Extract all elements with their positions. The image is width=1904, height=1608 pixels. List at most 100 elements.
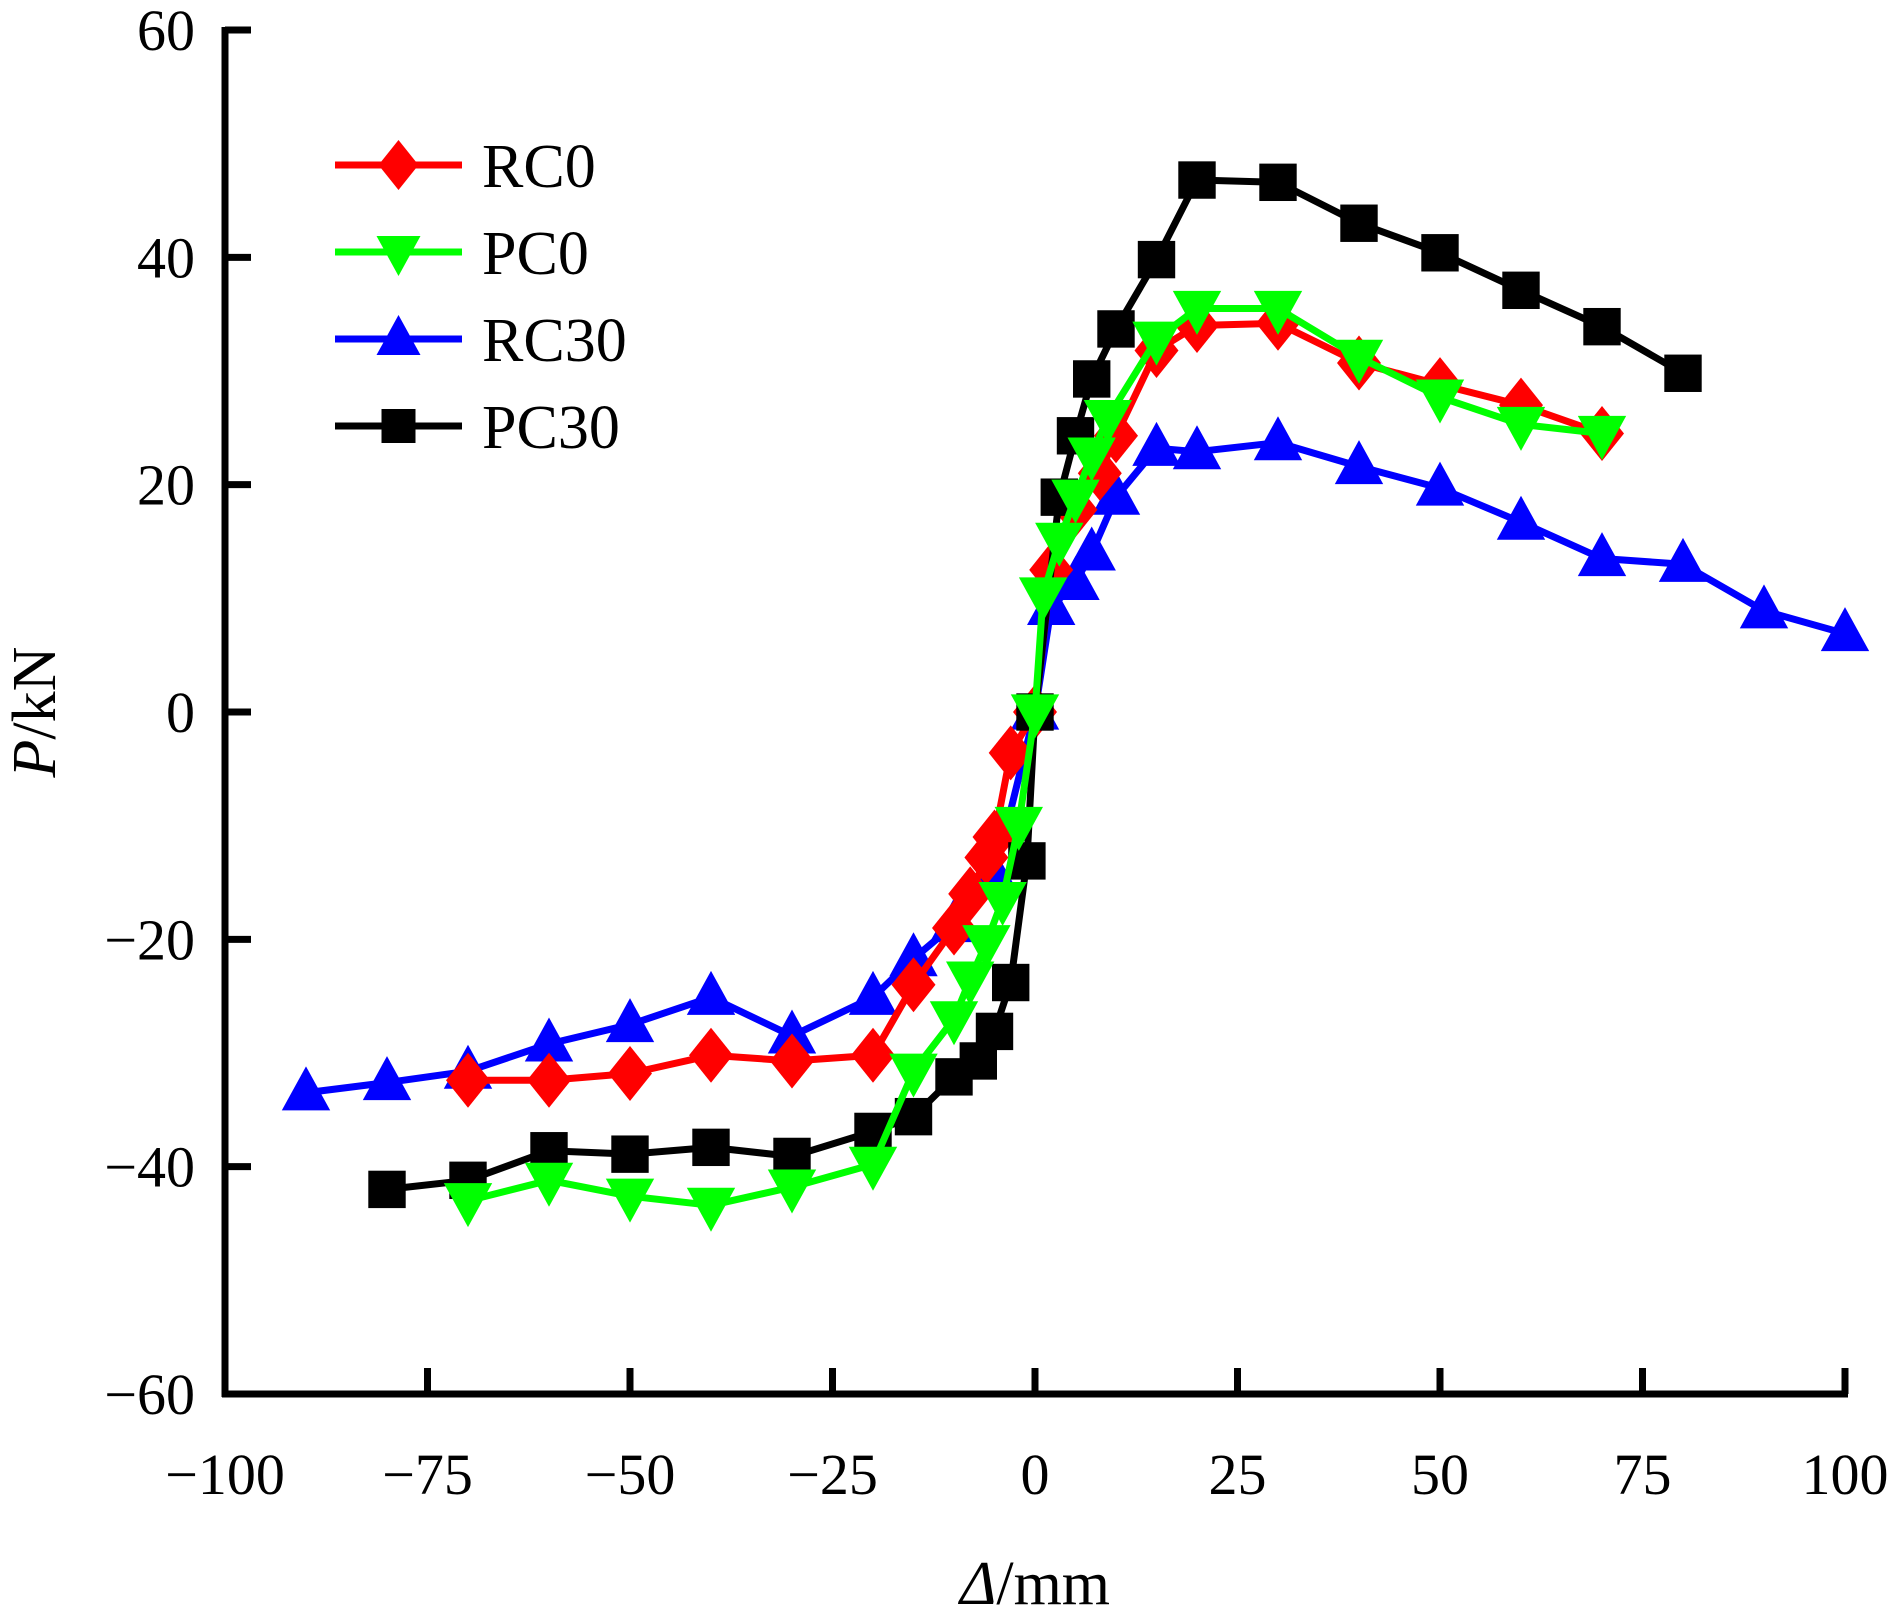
data-point-rc30 <box>605 998 655 1043</box>
data-point-pc0 <box>1035 522 1084 567</box>
legend-marker <box>381 409 416 443</box>
legend-item-pc30: PC30 <box>335 394 620 462</box>
data-point-rc30 <box>1091 470 1141 515</box>
data-point-rc30 <box>1253 416 1303 461</box>
series-pc30 <box>368 161 1702 1209</box>
x-axis-title-italic: Δ <box>957 1550 996 1608</box>
data-point-pc0 <box>1334 339 1384 384</box>
x-tick-label: −75 <box>382 1442 473 1507</box>
data-point-rc30 <box>1739 584 1789 629</box>
data-point-rc30 <box>767 1009 817 1054</box>
data-point-rc0 <box>689 1027 733 1083</box>
x-tick-label: −100 <box>165 1442 285 1507</box>
data-point-pc0 <box>848 1146 898 1191</box>
data-point-pc30 <box>1178 161 1216 199</box>
data-point-pc0 <box>524 1162 574 1207</box>
ticks: −60 −40 −20 0 20 40 60 −100 −75 −50 −25 0 25 50 75 100 <box>104 0 1888 1507</box>
y-axis-title-rest: /kN <box>1 647 69 740</box>
x-tick-label: 100 <box>1802 1442 1889 1507</box>
data-point-rc30 <box>1051 556 1100 601</box>
legend-label: RC30 <box>482 307 627 375</box>
legend-marker <box>378 140 419 190</box>
legend: RC0 PC0 RC30 PC30 <box>335 133 627 462</box>
data-point-pc0 <box>605 1178 655 1223</box>
data-point-rc0 <box>608 1045 652 1101</box>
data-point-pc30 <box>992 963 1030 1002</box>
data-point-pc30 <box>1097 310 1135 348</box>
data-point-pc0 <box>978 881 1027 926</box>
data-point-rc30 <box>1577 532 1627 577</box>
y-tick-label: 60 <box>137 0 195 63</box>
legend-label: PC30 <box>482 394 620 462</box>
data-point-pc30 <box>692 1128 730 1167</box>
x-axis-title: Δ/mm <box>957 1550 1110 1608</box>
data-point-pc0 <box>962 925 1011 970</box>
data-point-rc30 <box>1658 537 1708 582</box>
legend-marker <box>376 236 421 276</box>
data-point-pc0 <box>946 961 995 1006</box>
data-point-pc0 <box>767 1169 817 1214</box>
data-point-pc30 <box>1259 163 1297 202</box>
data-point-rc0 <box>948 866 993 922</box>
data-point-rc30 <box>686 970 736 1015</box>
data-point-rc30 <box>1334 440 1384 485</box>
data-point-pc0 <box>1067 437 1116 482</box>
data-point-rc30 <box>1496 495 1546 540</box>
data-point-pc30 <box>1583 307 1621 346</box>
data-point-pc0 <box>889 1053 938 1098</box>
y-tick-label: 0 <box>166 680 195 745</box>
y-axis-title: P/kN <box>1 647 69 779</box>
legend-item-pc0: PC0 <box>335 220 589 288</box>
x-tick-label: 25 <box>1209 1442 1267 1507</box>
legend-item-rc30: RC30 <box>335 307 627 375</box>
data-point-pc30 <box>1073 360 1111 398</box>
series-line-rc30 <box>305 439 1846 1097</box>
data-point-pc0 <box>1496 406 1546 451</box>
data-point-rc0 <box>770 1033 814 1089</box>
data-point-rc0 <box>527 1052 571 1108</box>
data-point-pc0 <box>1132 321 1181 366</box>
data-point-rc30 <box>524 1017 574 1062</box>
data-point-pc0 <box>1172 290 1222 335</box>
x-tick-label: 0 <box>1021 1442 1050 1507</box>
data-point-rc30 <box>362 1056 412 1101</box>
x-tick-label: 75 <box>1614 1442 1672 1507</box>
legend-marker <box>376 315 421 355</box>
data-point-pc30 <box>1340 204 1378 242</box>
data-point-rc0 <box>446 1052 490 1108</box>
data-point-rc0 <box>851 1027 895 1083</box>
data-point-rc30 <box>1067 526 1116 571</box>
data-point-pc0 <box>1051 479 1100 524</box>
data-point-pc30 <box>1421 234 1459 272</box>
series-pc0 <box>443 290 1627 1232</box>
data-point-pc0 <box>686 1187 736 1232</box>
y-tick-label: 20 <box>137 453 195 518</box>
data-point-pc30 <box>1137 240 1176 279</box>
legend-label: RC0 <box>482 133 596 201</box>
data-point-pc0 <box>443 1183 493 1228</box>
data-point-pc0 <box>1577 415 1627 460</box>
data-point-rc30 <box>1132 421 1181 466</box>
data-point-pc30 <box>773 1137 811 1176</box>
data-point-pc0 <box>1010 694 1060 739</box>
y-tick-label: 40 <box>137 225 195 290</box>
data-point-rc30 <box>1820 607 1870 652</box>
y-tick-label: −20 <box>104 907 195 972</box>
data-point-rc0 <box>988 725 1033 781</box>
series-layer <box>281 161 1870 1232</box>
data-point-rc30 <box>281 1066 331 1111</box>
data-point-rc30 <box>848 970 898 1015</box>
x-tick-label: 50 <box>1411 1442 1469 1507</box>
data-point-pc30 <box>1664 354 1702 392</box>
data-point-pc30 <box>611 1135 649 1173</box>
data-point-rc0 <box>891 957 936 1013</box>
data-point-pc0 <box>1083 400 1133 445</box>
data-point-pc0 <box>929 1001 979 1046</box>
data-point-pc0 <box>1415 379 1465 424</box>
data-point-rc30 <box>1415 461 1465 506</box>
y-axis-title-italic: P <box>1 740 69 779</box>
legend-item-rc0: RC0 <box>335 133 596 201</box>
x-tick-label: −50 <box>585 1442 676 1507</box>
y-tick-label: −60 <box>104 1362 195 1427</box>
y-tick-label: −40 <box>104 1135 195 1200</box>
